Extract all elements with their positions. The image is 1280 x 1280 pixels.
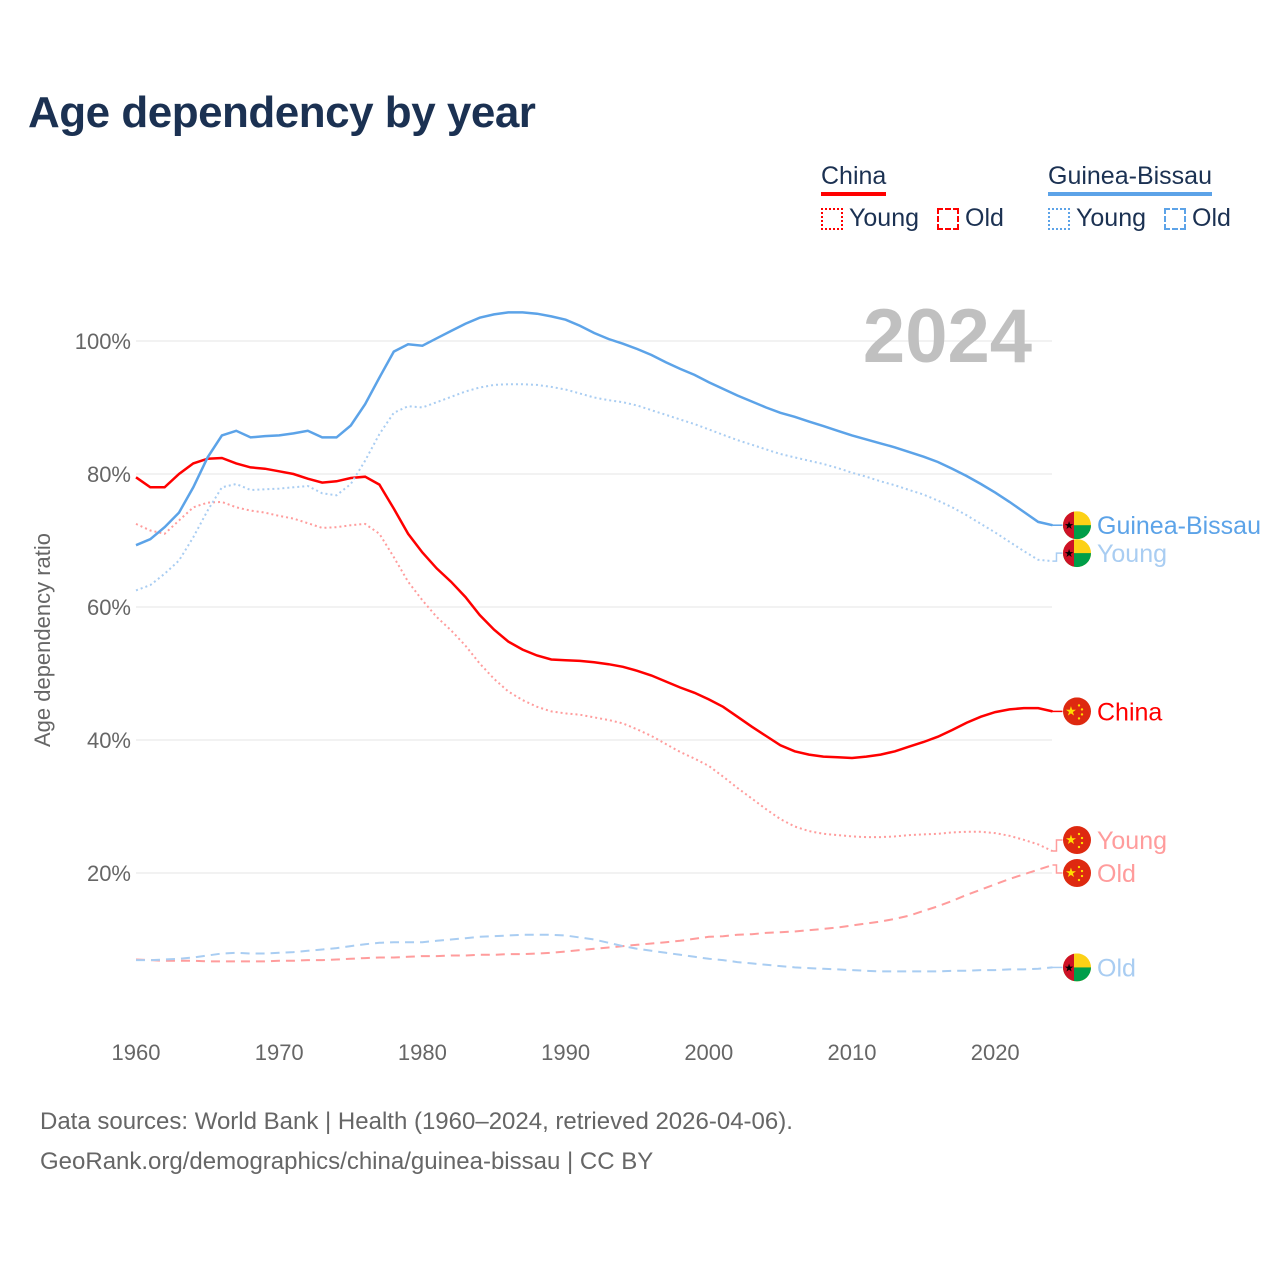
legend-swatch-dotted — [1048, 207, 1070, 230]
series-end-label: China — [1097, 698, 1162, 726]
y-tick-label: 80% — [87, 462, 131, 487]
chart-title: Age dependency by year — [28, 88, 536, 137]
guinea-bissau-flag-icon: ★ — [1063, 511, 1091, 540]
x-tick-label: 2020 — [971, 1040, 1020, 1065]
series-end-label: Guinea-Bissau — [1097, 512, 1261, 540]
series-line-china-young — [135, 500, 1053, 853]
series-line-china-old — [135, 864, 1053, 963]
x-tick-label: 1990 — [541, 1040, 590, 1065]
legend-swatch-dotted — [821, 207, 843, 230]
y-axis-label: Age dependency ratio — [30, 533, 55, 747]
series-end-label: Old — [1097, 954, 1136, 982]
x-tick-label: 1980 — [398, 1040, 447, 1065]
series-end-label: Young — [1097, 827, 1167, 855]
svg-text:★: ★ — [1064, 520, 1074, 532]
year-watermark: 2024 — [863, 294, 1032, 379]
legend-swatch-dashed — [1164, 207, 1186, 230]
svg-text:★: ★ — [1064, 962, 1074, 974]
series-line-guinea-bissau-young — [135, 383, 1053, 592]
guinea-bissau-flag-icon: ★ — [1063, 539, 1091, 568]
x-tick-label: 2000 — [684, 1040, 733, 1065]
china-flag-icon: ★ — [1063, 697, 1091, 726]
china-flag-icon: ★ — [1063, 826, 1091, 855]
legend-swatch-dashed — [937, 207, 959, 230]
svg-text:★: ★ — [1065, 703, 1077, 718]
label-connector — [1052, 839, 1063, 852]
legend-china-young: Young — [849, 204, 919, 232]
svg-text:★: ★ — [1065, 865, 1077, 880]
svg-text:★: ★ — [1065, 832, 1077, 847]
y-tick-label: 60% — [87, 595, 131, 620]
series-line-guinea-bissau-old — [136, 933, 1053, 973]
source-line: Data sources: World Bank | Health (1960–… — [40, 1108, 793, 1135]
series-end-label: Old — [1097, 860, 1136, 888]
legend-china: China Young Old — [821, 162, 1004, 233]
svg-text:★: ★ — [1064, 548, 1074, 560]
y-tick-label: 100% — [75, 329, 131, 354]
legend-guinea-bissau: Guinea-Bissau Young Old — [1048, 162, 1231, 233]
y-tick-label: 20% — [87, 861, 131, 886]
series-line-guinea-bissau — [135, 311, 1053, 547]
legend-china-old: Old — [965, 204, 1004, 232]
label-connector — [1052, 552, 1063, 562]
x-tick-label: 1970 — [255, 1040, 304, 1065]
x-tick-label: 1960 — [112, 1040, 161, 1065]
guinea-bissau-flag-icon: ★ — [1063, 953, 1091, 982]
legend-china-label: China — [821, 162, 887, 196]
legend-gb-young: Young — [1076, 204, 1146, 232]
china-flag-icon: ★ — [1063, 859, 1091, 888]
legend-gb-label: Guinea-Bissau — [1048, 162, 1212, 196]
x-tick-label: 2010 — [828, 1040, 877, 1065]
attribution-line: GeoRank.org/demographics/china/guinea-bi… — [40, 1148, 654, 1175]
legend-gb-old: Old — [1192, 204, 1231, 232]
series-end-label: Young — [1097, 540, 1167, 568]
series-line-china — [135, 456, 1053, 760]
y-tick-label: 40% — [87, 728, 131, 753]
label-connector — [1052, 864, 1063, 874]
